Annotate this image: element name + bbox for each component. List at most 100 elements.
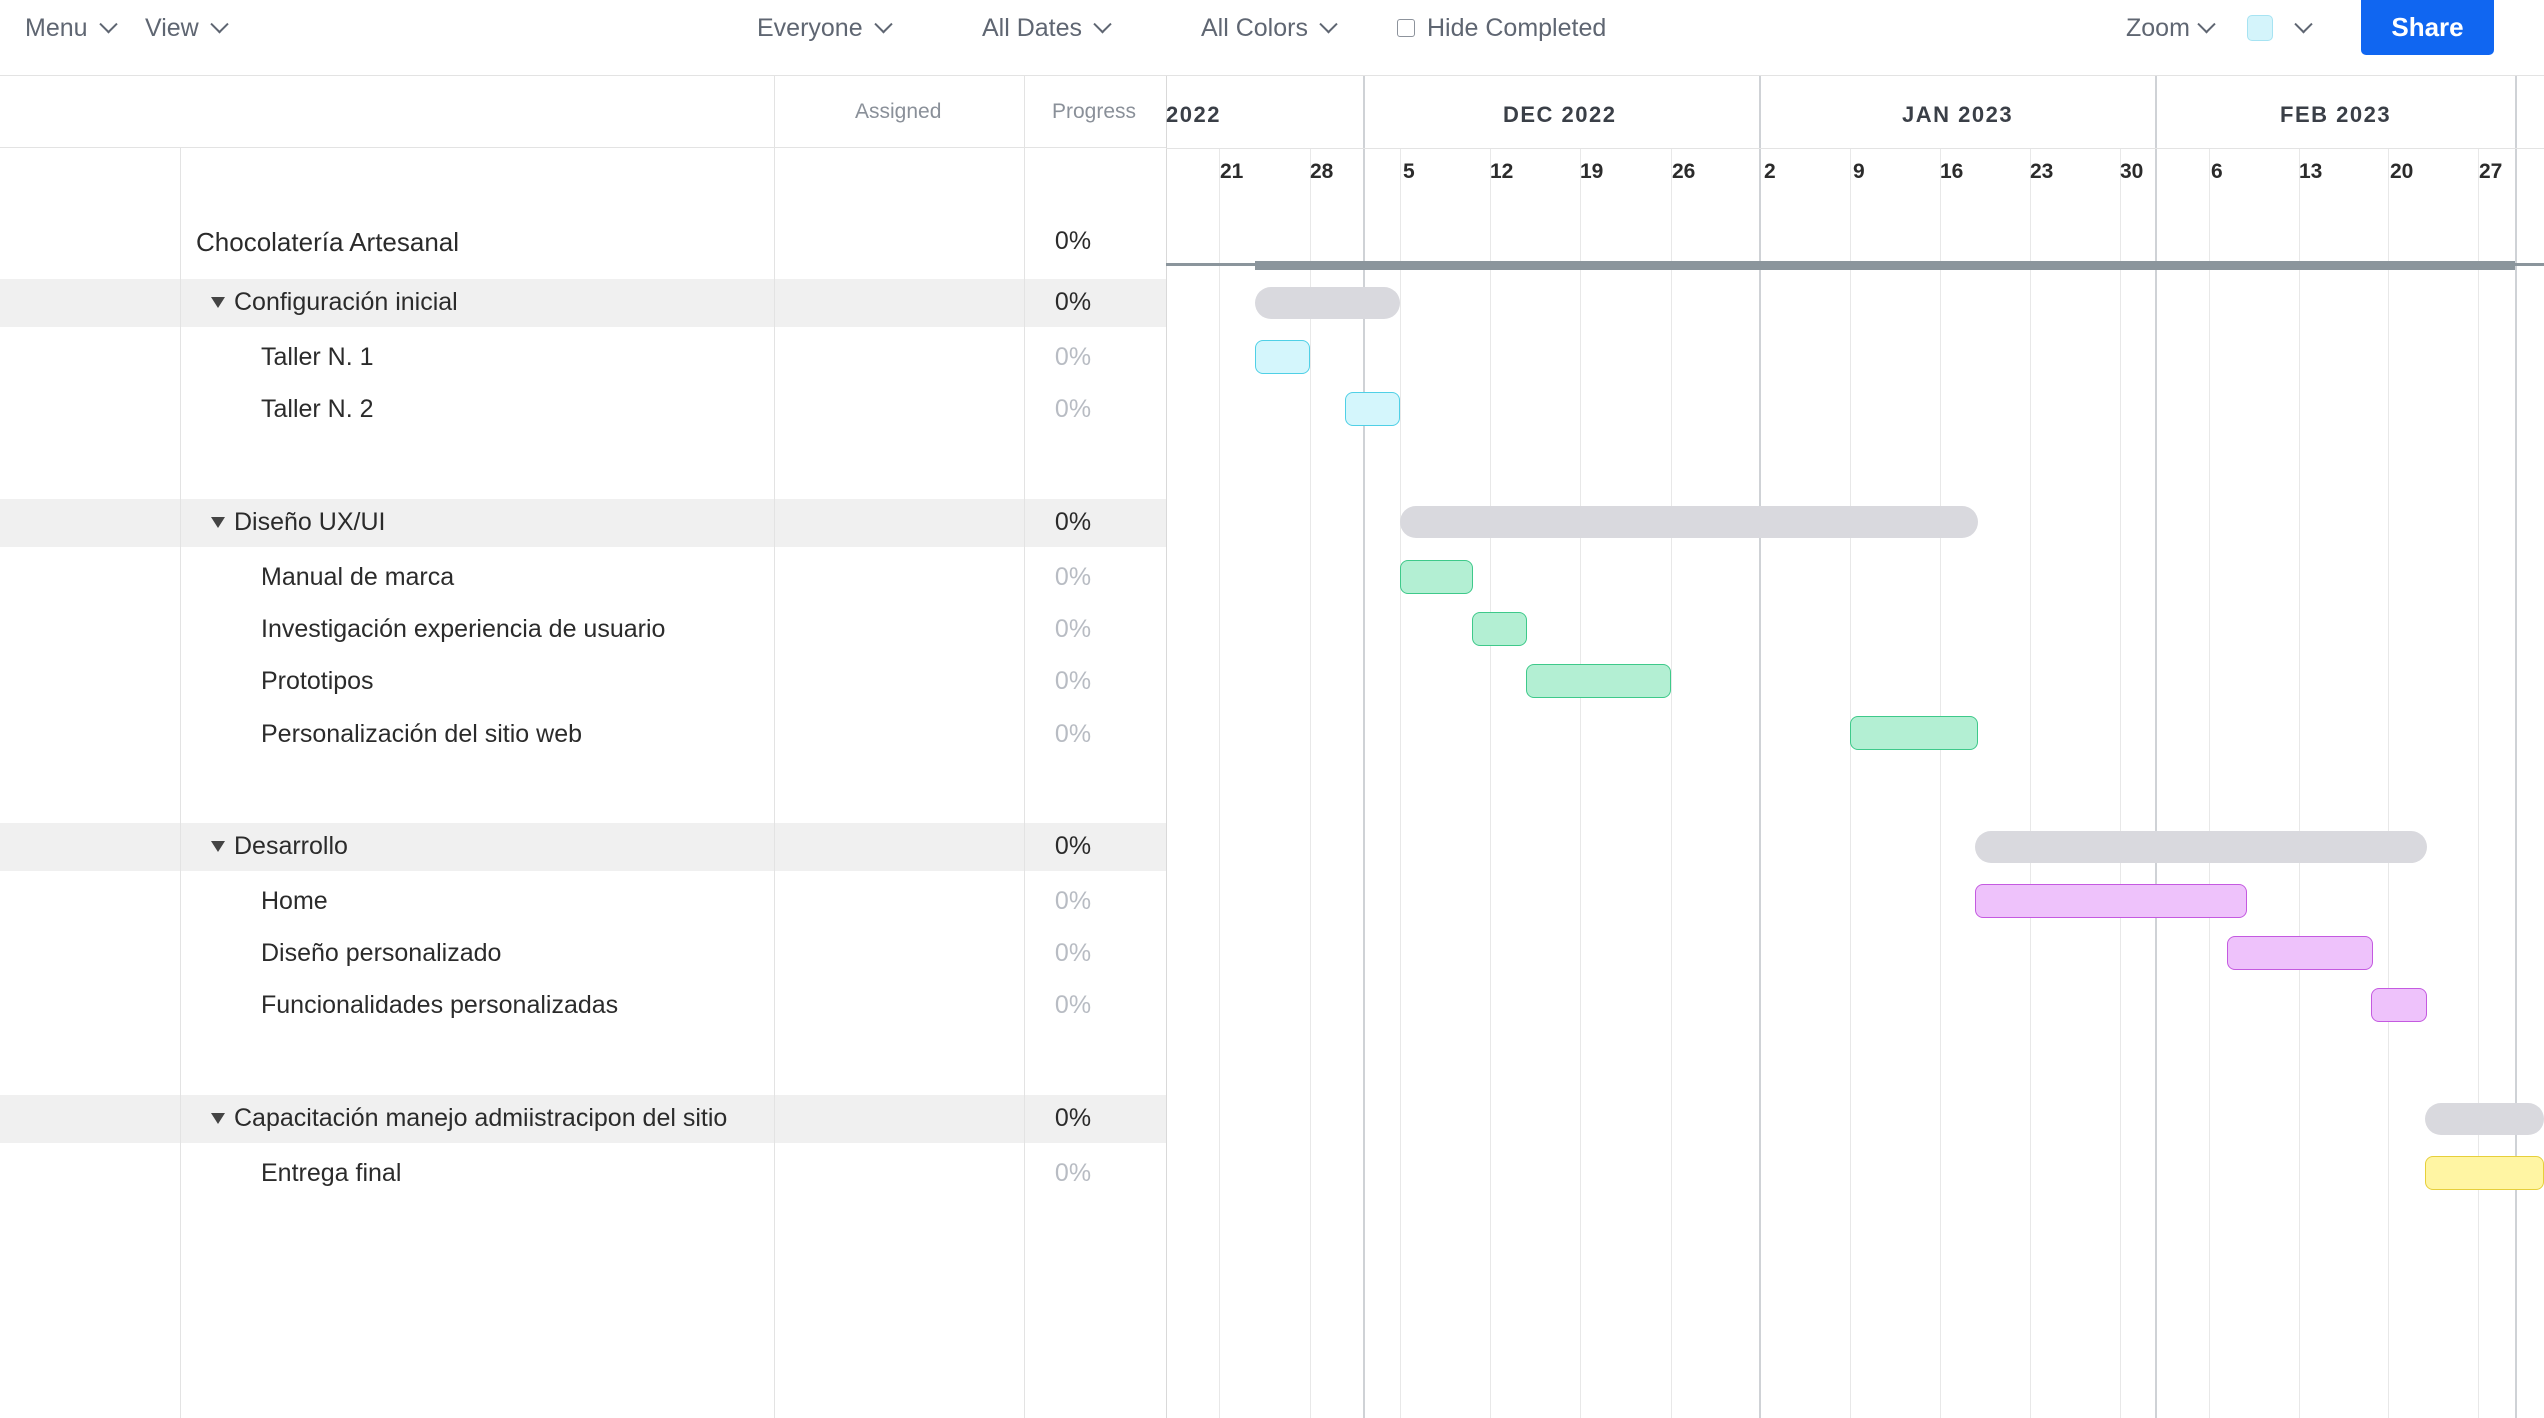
- day-label: 28: [1310, 160, 1334, 183]
- hide-completed-label: Hide Completed: [1427, 13, 1607, 42]
- summary-bar[interactable]: [1975, 831, 2427, 863]
- summary-bar[interactable]: [1400, 506, 1978, 538]
- task-progress: 0%: [1054, 720, 1092, 748]
- dates-filter[interactable]: All Dates: [982, 0, 1112, 56]
- week-gridline: [1940, 148, 1941, 1418]
- hide-completed-toggle[interactable]: Hide Completed: [1397, 0, 1606, 56]
- collapse-triangle-icon[interactable]: [211, 517, 225, 528]
- task-name[interactable]: Entrega final: [261, 1159, 402, 1187]
- task-progress: 0%: [1054, 887, 1092, 915]
- view-dropdown[interactable]: View: [145, 0, 229, 56]
- task-name[interactable]: Investigación experiencia de usuario: [261, 615, 666, 643]
- group-row-band: [0, 1095, 1166, 1143]
- everyone-filter[interactable]: Everyone: [757, 0, 893, 56]
- month-label: FEB 2023: [2280, 102, 2392, 127]
- day-label: 21: [1220, 160, 1244, 183]
- group-name[interactable]: Diseño UX/UI: [234, 508, 386, 536]
- task-name[interactable]: Prototipos: [261, 667, 374, 695]
- task-bar[interactable]: [1472, 612, 1527, 646]
- project-progress: 0%: [1054, 227, 1092, 255]
- task-name[interactable]: Diseño personalizado: [261, 939, 502, 967]
- task-bar[interactable]: [1400, 560, 1473, 594]
- view-label: View: [145, 13, 199, 42]
- task-progress: 0%: [1054, 991, 1092, 1019]
- grid-header: [0, 76, 1166, 148]
- task-progress: 0%: [1054, 939, 1092, 967]
- group-row-band: [0, 823, 1166, 871]
- task-bar[interactable]: [2425, 1156, 2544, 1190]
- group-name[interactable]: Capacitación manejo admiistracipon del s…: [234, 1104, 728, 1132]
- task-bar[interactable]: [1850, 716, 1978, 750]
- week-gridline: [2388, 148, 2389, 1418]
- day-label: 16: [1940, 160, 1964, 183]
- chevron-down-icon: [210, 14, 229, 33]
- chevron-down-icon: [1319, 14, 1338, 33]
- day-label: 5: [1403, 160, 1415, 183]
- task-name[interactable]: Manual de marca: [261, 563, 455, 591]
- group-row-band: [0, 279, 1166, 327]
- month-divider: [1363, 76, 1365, 1418]
- task-bar[interactable]: [1255, 340, 1310, 374]
- week-gridline: [2120, 148, 2121, 1418]
- day-label: 13: [2299, 160, 2323, 183]
- share-button[interactable]: Share: [2361, 0, 2494, 55]
- group-progress: 0%: [1054, 832, 1092, 860]
- group-progress: 0%: [1054, 288, 1092, 316]
- week-gridline: [2209, 148, 2210, 1418]
- summary-bar[interactable]: [2425, 1103, 2544, 1135]
- collapse-triangle-icon[interactable]: [211, 841, 225, 852]
- month-label: JAN 2023: [1902, 102, 2014, 127]
- task-name[interactable]: Funcionalidades personalizadas: [261, 991, 619, 1019]
- month-label: DEC 2022: [1503, 102, 1617, 127]
- task-bar[interactable]: [2371, 988, 2427, 1022]
- grid-divider: [1024, 76, 1025, 1418]
- day-label: 26: [1672, 160, 1696, 183]
- chevron-down-icon: [873, 14, 893, 33]
- menu-label: Menu: [25, 13, 88, 42]
- group-name[interactable]: Configuración inicial: [234, 288, 458, 316]
- timeline-header-divider: [1166, 148, 2544, 149]
- task-name[interactable]: Taller N. 2: [261, 395, 374, 423]
- color-swatch: [2247, 15, 2273, 41]
- day-label: 19: [1580, 160, 1604, 183]
- menu-dropdown[interactable]: Menu: [25, 0, 118, 56]
- task-bar[interactable]: [1345, 392, 1400, 426]
- task-name[interactable]: Home: [261, 887, 328, 915]
- week-gridline: [2478, 148, 2479, 1418]
- all-colors-label: All Colors: [1201, 13, 1308, 42]
- task-name[interactable]: Personalización del sitio web: [261, 720, 583, 748]
- week-gridline: [2030, 148, 2031, 1418]
- zoom-label: Zoom: [2126, 13, 2190, 42]
- hide-completed-checkbox[interactable]: [1397, 19, 1415, 37]
- chevron-down-icon: [2197, 14, 2216, 33]
- group-name[interactable]: Desarrollo: [234, 832, 348, 860]
- week-gridline: [1310, 148, 1311, 1418]
- task-bar[interactable]: [2227, 936, 2373, 970]
- day-label: 23: [2030, 160, 2054, 183]
- task-bar[interactable]: [1975, 884, 2247, 918]
- grid-divider: [180, 148, 181, 1418]
- day-label: 9: [1853, 160, 1865, 183]
- group-progress: 0%: [1054, 508, 1092, 536]
- week-gridline: [1850, 148, 1851, 1418]
- collapse-triangle-icon[interactable]: [211, 1113, 225, 1124]
- collapse-triangle-icon[interactable]: [211, 297, 225, 308]
- color-picker-dropdown[interactable]: [2247, 0, 2313, 56]
- project-name[interactable]: Chocolatería Artesanal: [196, 227, 460, 257]
- assigned-column-header[interactable]: Assigned: [855, 100, 942, 123]
- task-name[interactable]: Taller N. 1: [261, 343, 374, 371]
- task-bar[interactable]: [1526, 664, 1671, 698]
- week-gridline: [1219, 148, 1220, 1418]
- zoom-dropdown[interactable]: Zoom: [2126, 0, 2216, 56]
- month-divider: [2515, 76, 2517, 1418]
- colors-filter[interactable]: All Colors: [1201, 0, 1338, 56]
- task-progress: 0%: [1054, 615, 1092, 643]
- chevron-down-icon: [1093, 14, 1112, 33]
- week-gridline: [2299, 148, 2300, 1418]
- progress-column-header[interactable]: Progress: [1052, 100, 1137, 123]
- day-label: 12: [1490, 160, 1514, 183]
- project-timeline-bar[interactable]: [1255, 261, 2515, 270]
- summary-bar[interactable]: [1255, 287, 1400, 319]
- week-gridline: [1490, 148, 1491, 1418]
- task-progress: 0%: [1054, 563, 1092, 591]
